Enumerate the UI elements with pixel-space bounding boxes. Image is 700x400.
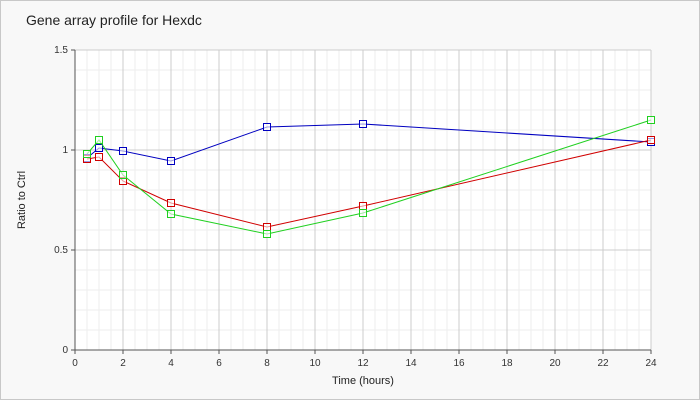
x-tick-label: 14 (405, 358, 417, 369)
series-3-point (83, 150, 91, 158)
series-2-point (359, 202, 367, 210)
x-tick-label: 10 (309, 358, 321, 369)
x-axis-label: Time (hours) (332, 375, 394, 387)
x-tick-label: 8 (264, 358, 270, 369)
x-tick-labels: 0 2 4 6 8 10 12 14 16 18 20 22 24 (72, 350, 657, 369)
y-tick-label: 1 (62, 145, 68, 156)
x-tick-label: 24 (645, 358, 657, 369)
series-3-point (647, 116, 655, 124)
y-tick-labels: 0 0.5 1 1.5 (54, 45, 75, 356)
series-3-point (263, 230, 271, 238)
y-tick-label: 0 (62, 345, 68, 356)
series-2-point (95, 153, 103, 161)
series-3-point (119, 171, 127, 179)
x-tick-label: 6 (216, 358, 222, 369)
x-tick-label: 12 (357, 358, 369, 369)
x-tick-label: 2 (120, 358, 126, 369)
series-1-point (263, 123, 271, 131)
x-tick-label: 22 (597, 358, 609, 369)
series-1-point (95, 144, 103, 152)
series-1-point (119, 147, 127, 155)
x-tick-label: 0 (72, 358, 78, 369)
series-2-point (647, 136, 655, 144)
series-3-point (167, 210, 175, 218)
y-tick-label: 0.5 (54, 245, 68, 256)
series-3-point (95, 136, 103, 144)
series-3-point (359, 209, 367, 217)
series-layer (83, 116, 655, 238)
series-1-point (359, 120, 367, 128)
y-axis-label: Ratio to Ctrl (16, 171, 28, 229)
chart-title: Gene array profile for Hexdc (26, 12, 202, 28)
y-tick-label: 1.5 (54, 45, 68, 56)
x-tick-label: 16 (453, 358, 465, 369)
series-2-point (167, 199, 175, 207)
x-tick-label: 18 (501, 358, 513, 369)
x-tick-label: 20 (549, 358, 561, 369)
series-2-point (263, 223, 271, 231)
series-1-point (167, 157, 175, 165)
x-tick-label: 4 (168, 358, 174, 369)
